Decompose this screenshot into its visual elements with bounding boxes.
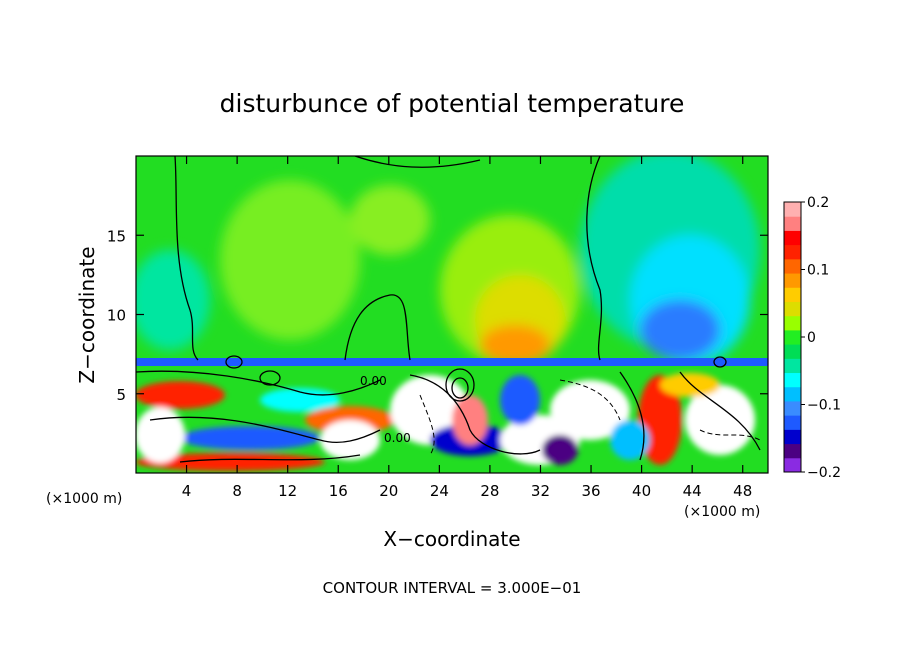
- x-tick-label: 16: [329, 482, 348, 500]
- contour-upper-left: [174, 156, 199, 361]
- lower-red-2: [136, 453, 325, 471]
- contour-ring-3: [445, 368, 475, 402]
- colorbar-swatch: [784, 429, 801, 445]
- x-tick-label: 24: [430, 482, 449, 500]
- contour-ring-5: [713, 356, 727, 368]
- contour-label: 0.00: [384, 431, 411, 445]
- contour-ring-4: [451, 377, 469, 399]
- x-tick-label: 48: [733, 482, 752, 500]
- colorbar-swatch: [784, 216, 801, 231]
- y-tick-label: 10: [107, 307, 126, 325]
- chart-title: disturbunce of potential temperature: [220, 89, 685, 118]
- y-unit-label: (×1000 m): [46, 491, 122, 507]
- y-axis-title: Z−coordinate: [75, 246, 99, 383]
- contour-interval-annotation: CONTOUR INTERVAL = 3.000E−01: [323, 579, 582, 597]
- x-tick-label: 28: [480, 482, 499, 500]
- contour-upper-mid: [344, 294, 411, 361]
- lower-blue-3: [500, 375, 540, 425]
- colorbar-swatch: [784, 258, 801, 274]
- colorbar-swatch: [784, 415, 801, 430]
- contour-ring-1: [225, 355, 243, 369]
- lower-cyan-2: [610, 420, 650, 460]
- dashed-contour-1: [559, 379, 621, 421]
- colorbar-swatch: [784, 202, 801, 217]
- colorbar-swatch: [784, 244, 801, 260]
- x-tick-label: 12: [278, 482, 297, 500]
- colorbar-swatch: [784, 273, 801, 288]
- colorbar-tick-label: 0.2: [807, 195, 829, 211]
- upper-warm-patch-4: [480, 325, 550, 365]
- colorbar: 0.2 0.1 0 −0.1 −0.2: [783, 195, 841, 481]
- x-tick-label: 8: [232, 482, 242, 500]
- colorbar-swatch: [784, 329, 801, 345]
- contour-lower-5: [619, 371, 645, 461]
- colorbar-tick-label: −0.1: [807, 398, 841, 414]
- lower-white-4: [550, 380, 630, 440]
- contour-upper-top: [354, 156, 481, 168]
- lower-red-4: [452, 395, 488, 445]
- dashed-contours: [419, 379, 761, 456]
- colorbar-swatch: [784, 400, 801, 416]
- contour-upper-right: [586, 156, 603, 361]
- colorbar-tick-label: 0.1: [807, 263, 829, 279]
- colorbar-swatch: [784, 230, 801, 246]
- contour-lower-1: [136, 370, 381, 396]
- heatmap-field: [136, 156, 768, 473]
- colorbar-swatch: [784, 344, 801, 359]
- colorbar-swatch: [784, 457, 801, 473]
- x-tick-label: 4: [182, 482, 192, 500]
- contour-lines: [136, 156, 761, 463]
- x-tick-label: 36: [581, 482, 600, 500]
- colorbar-swatch: [784, 443, 801, 459]
- lower-white-6: [136, 407, 185, 463]
- lower-white-1: [320, 420, 380, 460]
- interface-band: [136, 358, 768, 366]
- colorbar-swatch: [784, 372, 801, 388]
- y-tick-label: 5: [116, 386, 126, 404]
- lower-purple-1: [542, 435, 578, 465]
- dashed-contour-2: [419, 394, 435, 456]
- upper-warm-patch-5: [350, 185, 430, 255]
- upper-cool-patch-3: [640, 300, 720, 360]
- contour-lower-6: [679, 371, 761, 451]
- lower-yellow-1: [660, 373, 720, 397]
- contour-lower-3: [179, 454, 361, 463]
- colorbar-swatch: [784, 386, 801, 402]
- colorbar-swatch: [784, 315, 801, 331]
- contour-ring-2: [259, 370, 281, 386]
- lower-red-1: [136, 381, 225, 409]
- lower-white-5: [685, 385, 755, 455]
- x-unit-label: (×1000 m): [684, 504, 760, 520]
- x-tick-label: 44: [683, 482, 702, 500]
- x-tick-label: 20: [379, 482, 398, 500]
- colorbar-swatch: [784, 358, 801, 374]
- upper-cool-patch-4: [136, 250, 210, 350]
- colorbar-tick-label: −0.2: [807, 465, 841, 481]
- contour-lower-4: [409, 374, 541, 455]
- x-tick-label: 40: [632, 482, 651, 500]
- colorbar-tick-label: 0: [807, 330, 816, 346]
- x-axis: 4 8 12 16 20 24 28 32 36 40 44 48: [182, 156, 752, 500]
- contour-lower-2: [149, 416, 381, 443]
- colorbar-swatch: [784, 287, 801, 302]
- x-tick-label: 32: [531, 482, 550, 500]
- upper-warm-patch-1: [220, 180, 360, 340]
- colorbar-swatch: [784, 301, 801, 317]
- lower-cyan-1: [260, 388, 340, 412]
- y-tick-label: 15: [107, 227, 126, 245]
- y-axis: 5 10 15: [107, 227, 768, 404]
- contour-label: 0.00: [360, 374, 387, 388]
- lower-blue-1: [180, 426, 320, 450]
- x-axis-title: X−coordinate: [383, 527, 520, 551]
